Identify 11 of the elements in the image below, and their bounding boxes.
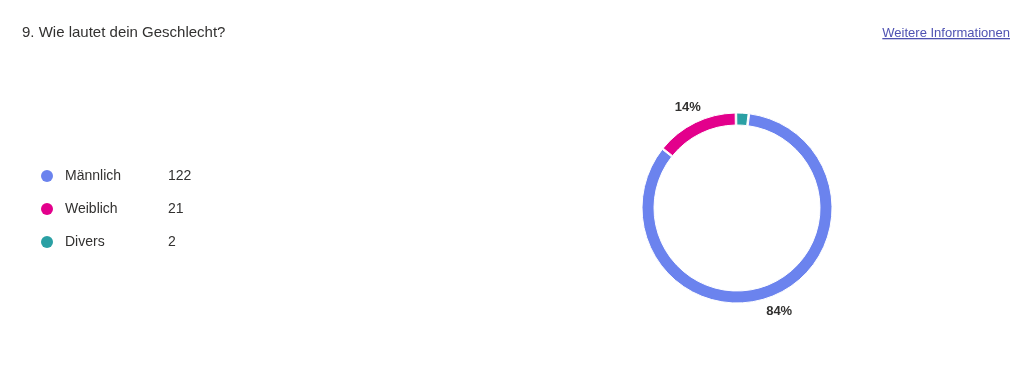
legend-label: Weiblich [65, 199, 118, 216]
text: 122 [168, 166, 192, 183]
data-label: 14% [674, 98, 702, 114]
data-label: 84% [766, 303, 793, 319]
text: Weitere Informationen [882, 25, 1010, 40]
legend-label: Divers [65, 232, 105, 249]
chart-title: 9. Wie lautet dein Geschlecht? [22, 23, 226, 40]
legend-label: Männlich [65, 166, 122, 183]
donut-slice [641, 113, 833, 304]
text: 21 [168, 199, 184, 216]
text: 2 [168, 232, 176, 249]
